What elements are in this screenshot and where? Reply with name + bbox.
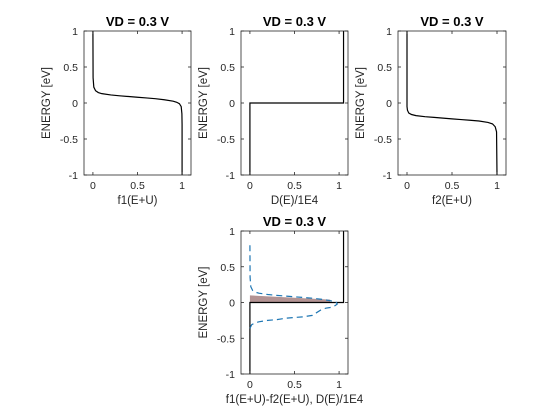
y-axis-label: ENERGY [eV] [198, 67, 210, 139]
y-tick-label: -1 [226, 170, 235, 182]
y-axis-label: ENERGY [eV] [355, 67, 367, 139]
series-line-1 [406, 31, 498, 176]
series-line-1 [249, 31, 345, 175]
y-tick-label: 0 [229, 98, 235, 110]
y-tick-label: 0 [72, 98, 78, 110]
y-axis-label: ENERGY [eV] [198, 266, 210, 338]
x-tick-label: 0 [90, 180, 96, 192]
y-tick-label: -0.5 [374, 134, 392, 146]
y-tick-label: 1 [229, 226, 235, 238]
series-line-1 [249, 231, 345, 374]
x-axis-label: f2(E+U) [432, 195, 472, 207]
x-tick-label: 1 [494, 180, 500, 192]
x-axis-label: f1(E+U) [118, 195, 158, 207]
series-line-2 [249, 245, 339, 332]
y-tick-label: 0 [386, 98, 392, 110]
y-tick-label: -0.5 [217, 333, 235, 345]
y-tick-label: -0.5 [60, 134, 78, 146]
x-axis-label: f1(E+U)-f2(E+U), D(E)/1E4 [226, 394, 364, 406]
x-tick-label: 1 [336, 379, 342, 391]
plot-area [398, 31, 506, 175]
plot-area [84, 31, 191, 175]
shaded-band [249, 295, 331, 303]
y-tick-label: 1 [229, 26, 235, 38]
series-line-1 [92, 30, 183, 175]
y-tick-label: -1 [226, 369, 235, 381]
y-tick-label: 1 [72, 26, 78, 38]
chart-panel-2: 0 0.5 1 -1 -0.5 0 0.5 1 VD = 0.3 V D(E)/1E4 ENERGY… [198, 14, 349, 207]
chart-panel-3: 0 0.5 1 -1 -0.5 0 0.5 1 VD = 0.3 V f2(E+U) ENERGY … [355, 14, 507, 207]
chart-title: VD = 0.3 V [263, 14, 327, 29]
x-tick-label: 0.5 [130, 180, 145, 192]
y-tick-label: 0.5 [220, 62, 235, 74]
x-tick-label: 0.5 [287, 180, 302, 192]
x-axis-label: D(E)/1E4 [271, 195, 319, 207]
x-tick-label: 0.5 [287, 379, 302, 391]
chart-title: VD = 0.3 V [106, 14, 170, 29]
y-tick-label: -1 [383, 170, 392, 182]
y-tick-label: -1 [69, 170, 78, 182]
x-tick-label: 0 [247, 379, 253, 391]
x-tick-label: 1 [336, 180, 342, 192]
chart-title: VD = 0.3 V [263, 214, 327, 229]
x-tick-label: 0 [247, 180, 253, 192]
x-tick-label: 0.5 [445, 180, 460, 192]
x-tick-label: 1 [179, 180, 185, 192]
chart-panel-1: 0 0.5 1 -1 -0.5 0 0.5 1 VD = 0.3 V f1(E+U) ENERGY … [41, 14, 192, 207]
y-tick-label: 0.5 [377, 62, 392, 74]
chart-panel-4: 0 0.5 1 -1 -0.5 0 0.5 1 VD = 0.3 V f1(E+U)-f2(E+U… [198, 214, 364, 406]
chart-title: VD = 0.3 V [420, 14, 484, 29]
y-tick-label: 1 [386, 26, 392, 38]
x-tick-label: 0 [404, 180, 410, 192]
y-tick-label: 0 [229, 298, 235, 310]
y-tick-label: 0.5 [220, 262, 235, 274]
y-tick-label: -0.5 [217, 134, 235, 146]
y-axis-label: ENERGY [eV] [41, 67, 53, 139]
y-tick-label: 0.5 [63, 62, 78, 74]
